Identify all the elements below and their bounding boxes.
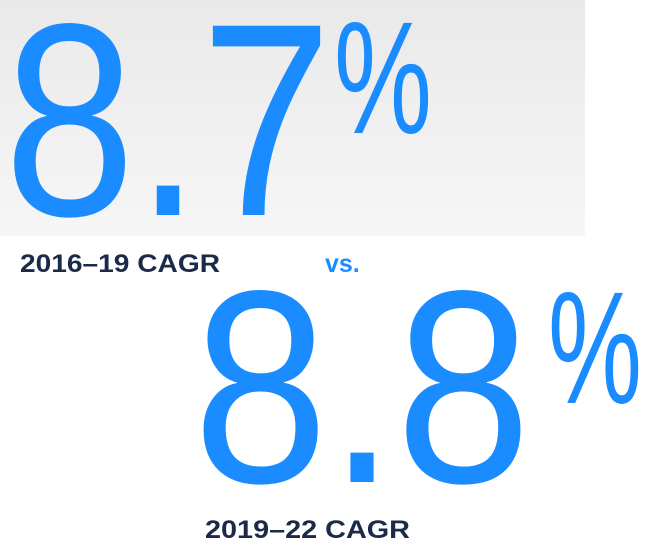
stat-label: 2016–19 CAGR bbox=[20, 250, 220, 278]
stat-value: 8.7 bbox=[4, 0, 332, 274]
top-panel bbox=[0, 0, 585, 236]
stat-label: 2019–22 CAGR bbox=[205, 516, 410, 544]
stat-value: 8.8 bbox=[193, 234, 531, 541]
stat-unit: % bbox=[548, 258, 642, 437]
separator: vs. bbox=[325, 250, 360, 278]
stat-unit: % bbox=[334, 0, 432, 167]
